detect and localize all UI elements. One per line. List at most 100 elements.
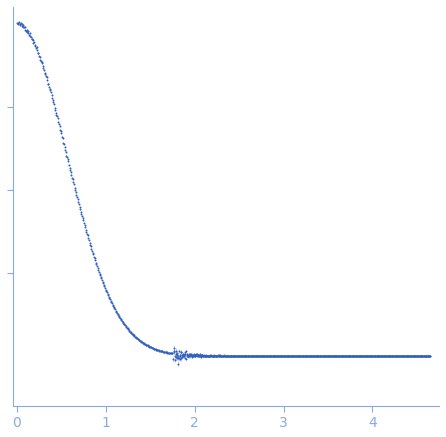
Point bbox=[46, 86, 53, 93]
Point bbox=[159, 348, 166, 355]
Point bbox=[318, 352, 326, 359]
Point bbox=[321, 352, 328, 359]
Point bbox=[196, 352, 203, 359]
Point bbox=[257, 352, 264, 359]
Point bbox=[257, 352, 264, 359]
Point bbox=[344, 352, 351, 359]
Point bbox=[185, 353, 192, 360]
Point bbox=[235, 352, 242, 359]
Point bbox=[45, 83, 53, 90]
Point bbox=[69, 176, 76, 183]
Point bbox=[132, 333, 139, 340]
Point bbox=[300, 352, 307, 359]
Point bbox=[100, 281, 107, 288]
Point bbox=[120, 319, 127, 326]
Point bbox=[206, 352, 213, 359]
Point bbox=[84, 232, 91, 239]
Point bbox=[243, 352, 250, 359]
Point bbox=[208, 352, 215, 359]
Point bbox=[322, 352, 330, 359]
Point bbox=[72, 189, 79, 196]
Point bbox=[291, 352, 298, 359]
Point bbox=[186, 351, 193, 358]
Point bbox=[149, 344, 156, 351]
Point bbox=[45, 80, 52, 87]
Point bbox=[208, 353, 215, 360]
Point bbox=[26, 29, 33, 36]
Point bbox=[399, 352, 406, 359]
Point bbox=[183, 351, 190, 358]
Point bbox=[82, 227, 89, 234]
Point bbox=[324, 352, 331, 359]
Point bbox=[190, 352, 197, 359]
Point bbox=[19, 22, 26, 29]
Point bbox=[300, 352, 307, 359]
Point bbox=[323, 352, 330, 359]
Point bbox=[368, 352, 376, 359]
Point bbox=[315, 352, 322, 359]
Point bbox=[190, 352, 197, 359]
Point bbox=[226, 352, 233, 359]
Point bbox=[75, 201, 83, 208]
Point bbox=[405, 352, 413, 359]
Point bbox=[360, 352, 367, 359]
Point bbox=[160, 348, 167, 355]
Point bbox=[288, 352, 295, 359]
Point bbox=[299, 352, 306, 359]
Point bbox=[406, 352, 413, 359]
Point bbox=[353, 352, 360, 359]
Point bbox=[124, 324, 131, 331]
Point bbox=[421, 352, 428, 359]
Point bbox=[229, 352, 236, 359]
Point bbox=[354, 352, 361, 359]
Point bbox=[272, 352, 279, 359]
Point bbox=[181, 353, 188, 360]
Point bbox=[318, 352, 325, 359]
Point bbox=[66, 161, 73, 168]
Point bbox=[380, 352, 387, 359]
Point bbox=[405, 352, 412, 359]
Point bbox=[31, 41, 38, 48]
Point bbox=[332, 352, 339, 359]
Point bbox=[163, 349, 170, 356]
Point bbox=[225, 353, 232, 360]
Point bbox=[174, 354, 182, 361]
Point bbox=[372, 352, 380, 359]
Point bbox=[75, 198, 82, 205]
Point bbox=[107, 296, 114, 303]
Point bbox=[306, 352, 313, 359]
Point bbox=[247, 352, 254, 359]
Point bbox=[279, 352, 286, 359]
Point bbox=[213, 352, 220, 359]
Point bbox=[256, 352, 263, 359]
Point bbox=[365, 352, 372, 359]
Point bbox=[177, 348, 184, 355]
Point bbox=[325, 352, 332, 359]
Point bbox=[248, 352, 256, 359]
Point bbox=[319, 352, 326, 359]
Point bbox=[227, 352, 234, 359]
Point bbox=[237, 352, 244, 359]
Point bbox=[281, 352, 288, 359]
Point bbox=[194, 351, 201, 358]
Point bbox=[397, 352, 405, 359]
Point bbox=[340, 352, 347, 359]
Point bbox=[350, 352, 357, 359]
Point bbox=[144, 342, 151, 349]
Point bbox=[327, 352, 334, 359]
Point bbox=[214, 352, 221, 359]
Point bbox=[331, 352, 339, 359]
Point bbox=[20, 23, 27, 30]
Point bbox=[390, 352, 397, 359]
Point bbox=[94, 263, 101, 270]
Point bbox=[35, 49, 42, 56]
Point bbox=[230, 352, 237, 359]
Point bbox=[326, 352, 334, 359]
Point bbox=[278, 352, 285, 359]
Point bbox=[413, 352, 420, 359]
Point bbox=[270, 352, 277, 359]
Point bbox=[269, 352, 276, 359]
Point bbox=[392, 352, 399, 359]
Point bbox=[408, 352, 415, 359]
Point bbox=[64, 156, 71, 163]
